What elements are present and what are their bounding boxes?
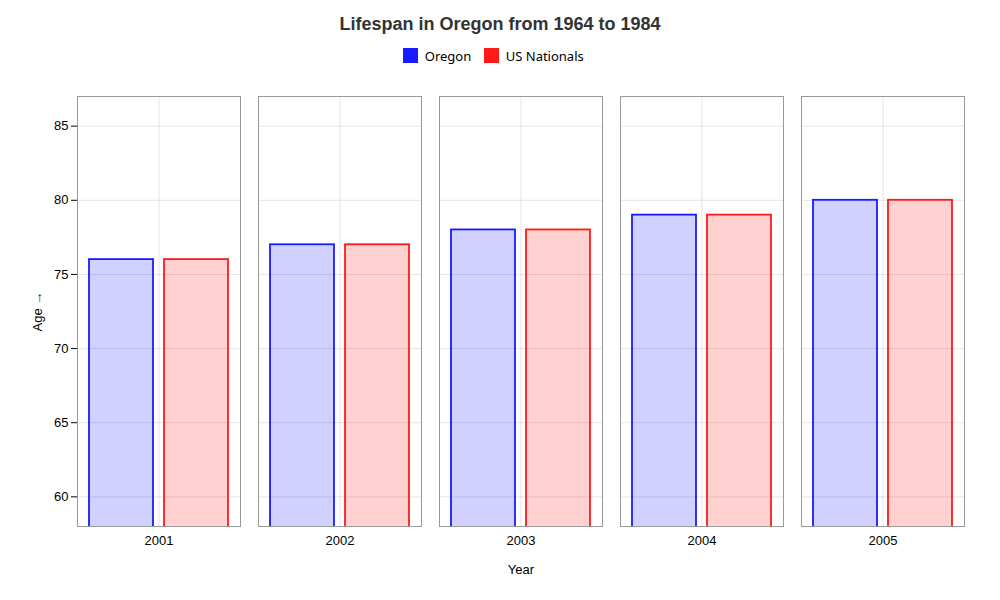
svg-text:2003: 2003 bbox=[507, 533, 536, 548]
svg-text:75: 75 bbox=[54, 267, 68, 282]
svg-text:85: 85 bbox=[54, 118, 68, 133]
svg-text:80: 80 bbox=[54, 192, 68, 207]
svg-text:60: 60 bbox=[54, 489, 68, 504]
svg-text:2002: 2002 bbox=[326, 533, 355, 548]
html-text:US Nationals: US Nationals bbox=[505, 46, 584, 65]
svg-text:Age →: Age → bbox=[30, 292, 45, 332]
svg-text:2005: 2005 bbox=[869, 533, 898, 548]
html-text:Oregon: Oregon bbox=[424, 46, 472, 65]
svg-text:2004: 2004 bbox=[688, 533, 717, 548]
svg-text:2001: 2001 bbox=[145, 533, 174, 548]
html-text:Lifespan in Oregon from 1964 t: Lifespan in Oregon from 1964 to 1984 bbox=[339, 14, 661, 34]
svg-text:Year: Year bbox=[508, 562, 535, 577]
svg-text:65: 65 bbox=[54, 415, 68, 430]
svg-text:70: 70 bbox=[54, 341, 68, 356]
